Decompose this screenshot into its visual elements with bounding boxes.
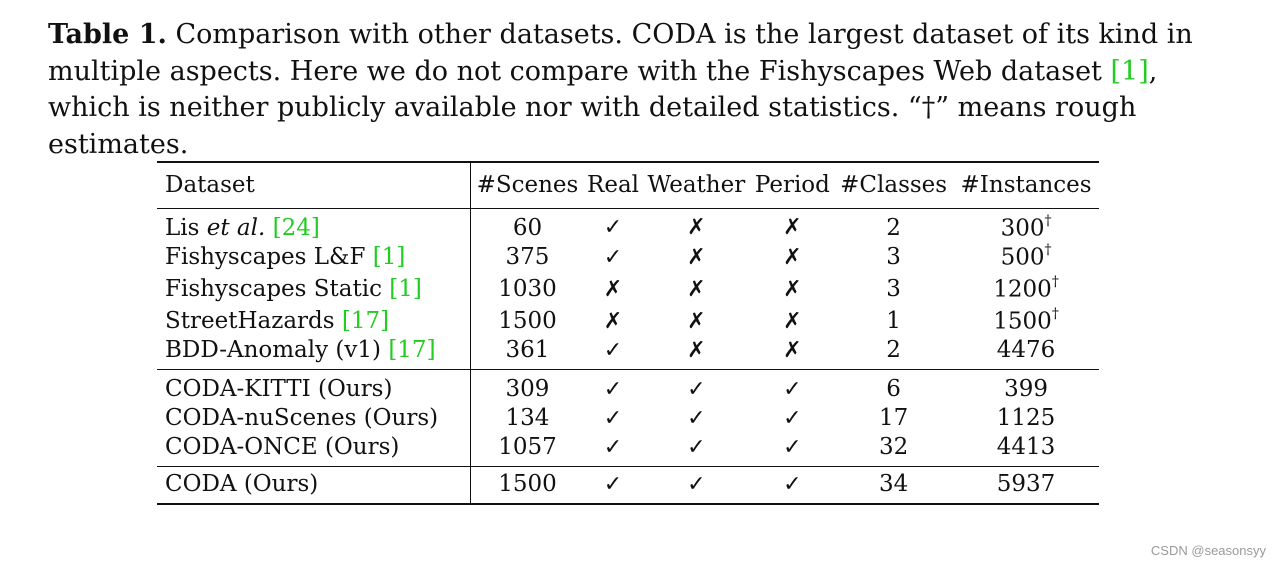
- header-period: Period: [754, 172, 830, 199]
- cell-real: ✗: [603, 276, 623, 302]
- cell-weather: ✓: [687, 471, 706, 497]
- cell-classes: 17: [878, 405, 909, 432]
- cell-real: ✓: [603, 434, 623, 460]
- cell-classes: 3: [886, 244, 901, 271]
- cell-period: ✗: [783, 276, 802, 302]
- cell-period: ✗: [783, 215, 802, 241]
- group-coda-total: CODA (Ours) 1500 ✓ ✓ ✓ 34 5937: [157, 466, 1099, 505]
- header-real: Real: [587, 172, 640, 199]
- cell-period: ✗: [783, 337, 802, 363]
- cell-real: ✓: [603, 405, 623, 431]
- cell-scenes: 361: [505, 337, 550, 364]
- cell-instances: 1125: [996, 405, 1056, 432]
- cell-instances: 500†: [1000, 241, 1052, 271]
- cell-classes: 3: [886, 276, 901, 303]
- cell-dataset: CODA-KITTI (Ours): [157, 369, 471, 403]
- watermark: CSDN @seasonsyy: [1150, 543, 1266, 558]
- cell-real: ✓: [603, 471, 623, 497]
- cell-instances: 4476: [996, 337, 1056, 364]
- cell-real: ✓: [603, 244, 623, 270]
- cell-instances: 1200†: [993, 273, 1059, 303]
- cell-weather: ✗: [687, 276, 706, 302]
- citation-link[interactable]: [17]: [388, 337, 436, 364]
- cell-dataset: Fishyscapes L&F [1]: [157, 241, 471, 274]
- table-row: Fishyscapes Static [1] 1030 ✗ ✗ ✗ 3 1200…: [157, 273, 1099, 306]
- cell-real: ✗: [603, 308, 623, 334]
- table-row: Lis et al. [24] 60 ✓ ✗ ✗ 2 300†: [157, 208, 1099, 242]
- cell-period: ✓: [783, 471, 802, 497]
- cell-weather: ✗: [687, 215, 706, 241]
- cell-scenes: 1500: [498, 308, 557, 335]
- cell-scenes: 1500: [498, 471, 557, 498]
- citation-link[interactable]: [1]: [389, 276, 422, 303]
- cell-classes: 2: [886, 337, 901, 364]
- cell-scenes: 1057: [498, 434, 557, 461]
- cell-scenes: 375: [505, 244, 550, 271]
- cell-scenes: 60: [512, 214, 543, 241]
- cell-period: ✗: [783, 308, 802, 334]
- citation-link[interactable]: [24]: [272, 214, 320, 241]
- group-existing-datasets: Lis et al. [24] 60 ✓ ✗ ✗ 2 300† Fishysca…: [157, 208, 1099, 370]
- cell-classes: 32: [878, 434, 909, 461]
- caption-label: Table 1.: [48, 19, 167, 50]
- caption-text-1: Comparison with other datasets. CODA is …: [48, 19, 1193, 87]
- header-dataset: Dataset: [157, 162, 471, 208]
- cell-dataset: CODA-ONCE (Ours): [157, 434, 471, 467]
- cell-weather: ✓: [687, 434, 706, 460]
- cell-real: ✓: [603, 337, 623, 363]
- cell-weather: ✗: [687, 244, 706, 270]
- cell-scenes: 134: [505, 405, 550, 432]
- cell-scenes: 309: [505, 376, 550, 403]
- cell-dataset: BDD-Anomaly (v1) [17]: [157, 337, 471, 370]
- citation-link[interactable]: [17]: [341, 308, 390, 335]
- cell-dataset: Lis et al. [24]: [157, 208, 471, 242]
- cell-real: ✓: [603, 215, 623, 241]
- cell-classes: 1: [886, 308, 901, 335]
- cell-classes: 2: [886, 214, 901, 241]
- cell-instances: 1500†: [993, 305, 1059, 335]
- header-classes: #Classes: [840, 172, 948, 199]
- cell-classes: 34: [878, 471, 909, 498]
- caption-text-2: , which is neither publicly available no…: [48, 55, 1158, 160]
- cell-period: ✓: [783, 376, 802, 402]
- header-instances: #Instances: [960, 172, 1092, 199]
- cell-instances: 300†: [1000, 212, 1052, 242]
- cell-period: ✗: [783, 244, 802, 270]
- table-caption: Table 1. Comparison with other datasets.…: [48, 17, 1223, 163]
- table-row: CODA (Ours) 1500 ✓ ✓ ✓ 34 5937: [157, 466, 1099, 505]
- cell-dataset: StreetHazards [17]: [157, 305, 471, 338]
- citation-link[interactable]: [1]: [372, 244, 406, 271]
- table-row: CODA-nuScenes (Ours) 134 ✓ ✓ ✓ 17 1125: [157, 402, 1099, 435]
- header-row: Dataset #Scenes Real Weather Period #Cla…: [157, 162, 1099, 208]
- group-coda-subsets: CODA-KITTI (Ours) 309 ✓ ✓ ✓ 6 399 CODA-n…: [157, 369, 1099, 467]
- cell-period: ✓: [783, 405, 802, 431]
- header-scenes: #Scenes: [476, 172, 579, 199]
- cell-weather: ✗: [687, 337, 706, 363]
- table-row: CODA-ONCE (Ours) 1057 ✓ ✓ ✓ 32 4413: [157, 434, 1099, 467]
- cell-instances: 5937: [996, 471, 1056, 498]
- cell-weather: ✓: [687, 405, 706, 431]
- cell-weather: ✓: [687, 376, 706, 402]
- table-header: Dataset #Scenes Real Weather Period #Cla…: [157, 162, 1099, 208]
- table-row: StreetHazards [17] 1500 ✗ ✗ ✗ 1 1500†: [157, 305, 1099, 338]
- table-row: BDD-Anomaly (v1) [17] 361 ✓ ✗ ✗ 2 4476: [157, 337, 1099, 370]
- header-weather: Weather: [647, 172, 746, 199]
- cell-instances: 4413: [996, 434, 1056, 461]
- table-row: Fishyscapes L&F [1] 375 ✓ ✗ ✗ 3 500†: [157, 241, 1099, 274]
- cell-period: ✓: [783, 434, 802, 460]
- comparison-table: Dataset #Scenes Real Weather Period #Cla…: [157, 161, 1099, 505]
- cell-classes: 6: [886, 376, 901, 403]
- cell-dataset: CODA (Ours): [157, 466, 471, 505]
- caption-citation[interactable]: [1]: [1110, 55, 1149, 87]
- cell-instances: 399: [1004, 376, 1049, 403]
- cell-real: ✓: [603, 376, 623, 402]
- cell-dataset: Fishyscapes Static [1]: [157, 273, 471, 306]
- cell-dataset: CODA-nuScenes (Ours): [157, 402, 471, 435]
- cell-weather: ✗: [687, 308, 706, 334]
- cell-scenes: 1030: [498, 276, 557, 303]
- table-row: CODA-KITTI (Ours) 309 ✓ ✓ ✓ 6 399: [157, 369, 1099, 403]
